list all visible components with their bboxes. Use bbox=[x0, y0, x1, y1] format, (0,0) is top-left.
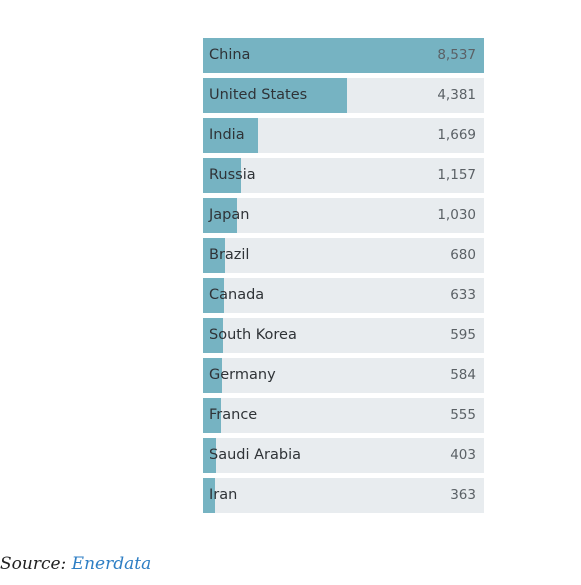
bar-row: Russia 1,157 bbox=[203, 158, 484, 193]
bar-fill bbox=[203, 118, 258, 153]
bar-chart: China 8,537 United States 4,381 India 1,669 Ru… bbox=[203, 38, 484, 518]
bar-row: United States 4,381 bbox=[203, 78, 484, 113]
bar-row: Iran 363 bbox=[203, 478, 484, 513]
category-label: South Korea bbox=[209, 327, 297, 343]
source-link[interactable]: Enerdata bbox=[71, 554, 152, 574]
value-label: 1,157 bbox=[437, 167, 476, 183]
bar-row: India 1,669 bbox=[203, 118, 484, 153]
bar-fill bbox=[203, 478, 215, 513]
category-label: Russia bbox=[209, 167, 256, 183]
value-label: 8,537 bbox=[437, 47, 476, 63]
source-prefix: Source: bbox=[0, 554, 67, 574]
value-label: 595 bbox=[450, 327, 476, 343]
bar-fill bbox=[203, 438, 217, 473]
bar-row: Canada 633 bbox=[203, 278, 484, 313]
bar-row: South Korea 595 bbox=[203, 318, 484, 353]
value-label: 403 bbox=[450, 447, 476, 463]
source-note: Source: Enerdata bbox=[0, 554, 151, 574]
bar-row: Germany 584 bbox=[203, 358, 484, 393]
bar-fill bbox=[203, 198, 237, 233]
bar-row: Japan 1,030 bbox=[203, 198, 484, 233]
category-label: China bbox=[209, 47, 251, 63]
value-label: 584 bbox=[450, 367, 476, 383]
bar-fill bbox=[203, 38, 484, 73]
category-label: Brazil bbox=[209, 247, 250, 263]
category-label: Iran bbox=[209, 487, 238, 503]
bar-fill bbox=[203, 278, 224, 313]
category-label: Saudi Arabia bbox=[209, 447, 302, 463]
value-label: 1,030 bbox=[437, 207, 476, 223]
bar-fill bbox=[203, 358, 223, 393]
bar-row: China 8,537 bbox=[203, 38, 484, 73]
bar-fill bbox=[203, 158, 242, 193]
category-label: India bbox=[209, 127, 245, 143]
category-label: Germany bbox=[209, 367, 276, 383]
category-label: United States bbox=[209, 87, 308, 103]
bar-fill bbox=[203, 318, 223, 353]
value-label: 633 bbox=[450, 287, 476, 303]
bar-fill bbox=[203, 238, 226, 273]
value-label: 555 bbox=[450, 407, 476, 423]
value-label: 680 bbox=[450, 247, 476, 263]
category-label: France bbox=[209, 407, 258, 423]
value-label: 4,381 bbox=[437, 87, 476, 103]
bar-fill bbox=[203, 398, 222, 433]
bar-row: Saudi Arabia 403 bbox=[203, 438, 484, 473]
bar-row: Brazil 680 bbox=[203, 238, 484, 273]
bar-row: France 555 bbox=[203, 398, 484, 433]
category-label: Japan bbox=[209, 207, 250, 223]
category-label: Canada bbox=[209, 287, 265, 303]
bar-fill bbox=[203, 78, 348, 113]
value-label: 363 bbox=[450, 487, 476, 503]
value-label: 1,669 bbox=[437, 127, 476, 143]
